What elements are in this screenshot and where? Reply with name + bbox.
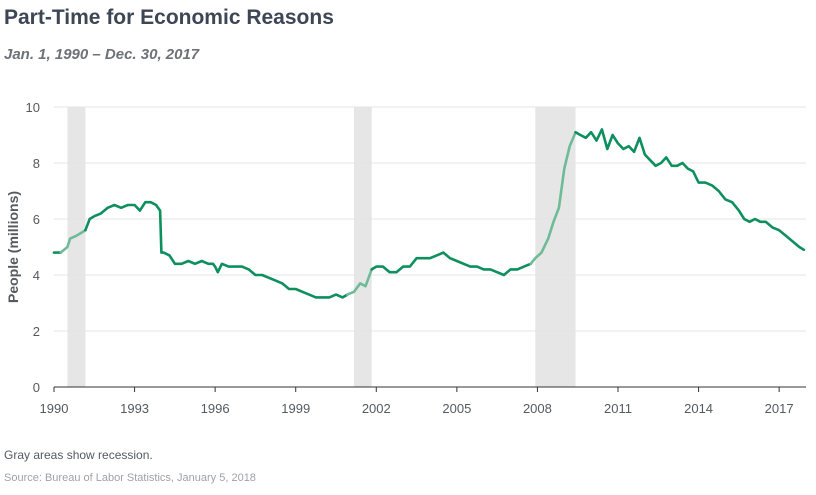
- line-chart: 0 2 4 6 8 10 1990 1993 1996 1999 2002 2005 2008 2011…: [5, 100, 806, 416]
- source-note: Source: Bureau of Labor Statistics, Janu…: [4, 472, 256, 484]
- y-tick-labels: 0 2 4 6 8 10: [26, 100, 40, 395]
- recession-band-0: [67, 107, 86, 387]
- y-tick-label-6: 6: [33, 212, 40, 227]
- grid-lines: [54, 106, 806, 332]
- x-tick-label-2002: 2002: [362, 401, 391, 416]
- x-tick-label-1999: 1999: [281, 401, 310, 416]
- y-tick-label-2: 2: [33, 324, 40, 339]
- chart-subtitle: Jan. 1, 1990 – Dec. 30, 2017: [4, 46, 200, 63]
- x-tick-labels: 1990 1993 1996 1999 2002 2005 2008 2011 2014 2017: [40, 387, 794, 416]
- chart-title: Part-Time for Economic Reasons: [4, 6, 334, 29]
- y-tick-label-8: 8: [33, 156, 40, 171]
- x-tick-label-2008: 2008: [523, 401, 552, 416]
- series-line-segment-1: [59, 228, 87, 254]
- x-tick-label-1996: 1996: [201, 401, 230, 416]
- data-series: [52, 128, 806, 299]
- recession-note: Gray areas show recession.: [4, 448, 153, 462]
- y-tick-label-4: 4: [33, 268, 40, 283]
- x-tick-label-2011: 2011: [604, 401, 632, 416]
- series-line-segment-6: [574, 128, 806, 252]
- series-line-segment-2: [84, 200, 349, 299]
- y-tick-label-0: 0: [33, 380, 40, 395]
- x-tick-label-2014: 2014: [684, 401, 713, 416]
- series-line-segment-4: [370, 251, 532, 277]
- y-tick-label-10: 10: [26, 100, 40, 115]
- recession-bands: [67, 107, 576, 387]
- x-tick-label-1993: 1993: [120, 401, 149, 416]
- recession-band-1: [353, 107, 372, 387]
- series-line-segment-3: [346, 268, 373, 296]
- x-tick-label-1990: 1990: [40, 401, 69, 416]
- x-tick-label-2005: 2005: [442, 401, 471, 416]
- y-axis-label: People (millions): [5, 191, 21, 303]
- x-tick-label-2017: 2017: [765, 401, 794, 416]
- series-line-segment-5: [529, 130, 577, 266]
